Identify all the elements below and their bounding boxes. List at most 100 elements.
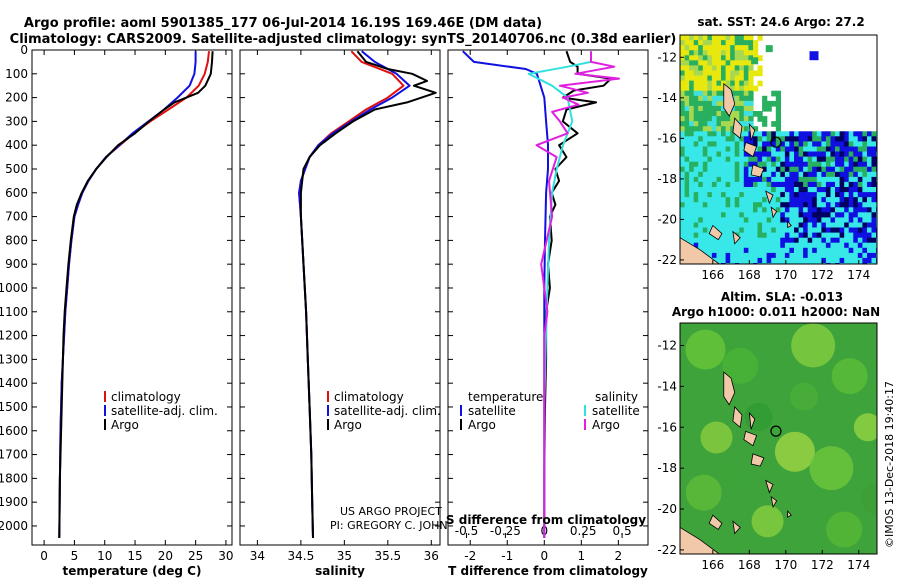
sst-cell: [698, 90, 704, 97]
sst-cell: [716, 60, 722, 66]
sst-cell: [812, 131, 818, 137]
sst-cell: [734, 212, 740, 218]
sst-cell: [762, 237, 768, 244]
sst-cell: [839, 247, 845, 254]
island: [765, 479, 774, 494]
sst-cell: [853, 192, 859, 198]
sst-cell: [807, 176, 813, 183]
sst-cell: [816, 156, 822, 163]
sst-cell: [730, 85, 736, 92]
sst-cell: [775, 202, 781, 208]
sst-cell: [743, 237, 749, 244]
sst-cell: [734, 65, 740, 72]
sst-cell: [734, 222, 740, 229]
sst-cell: [730, 227, 736, 234]
sst-cell: [689, 217, 695, 224]
sst-cell: [825, 207, 832, 213]
sst-cell: [711, 247, 718, 254]
sst-cell: [807, 192, 813, 198]
sst-cell: [857, 257, 863, 264]
sst-cell: [848, 136, 854, 142]
sst-cell: [730, 55, 736, 61]
sst-cell: [684, 192, 690, 198]
sst-cell: [721, 222, 727, 229]
sst-cell: [848, 242, 854, 249]
sst-cell: [757, 111, 763, 117]
sst-cell: [835, 151, 841, 158]
sst-cell: [794, 247, 800, 254]
sst-cell: [684, 35, 690, 41]
sst-cell: [871, 187, 877, 193]
sst-cell: [825, 146, 832, 153]
sst-cell: [693, 192, 699, 198]
sst-cell: [871, 207, 877, 213]
sst-cell: [803, 171, 809, 178]
sst-cell: [816, 192, 822, 198]
sst-cell: [798, 232, 804, 239]
sst-cell: [871, 232, 877, 239]
sst-cell: [839, 181, 845, 188]
sst-cell: [771, 187, 777, 193]
sst-cell: [857, 227, 863, 234]
sst-cell: [798, 247, 804, 254]
sst-cell: [707, 212, 713, 218]
sst-cell: [757, 197, 763, 203]
sst-cell: [739, 197, 745, 203]
sst-cell: [711, 70, 718, 77]
sst-cell: [716, 161, 722, 168]
sst-cell: [748, 247, 754, 254]
sst-cell: [748, 35, 754, 41]
sst-cell: [748, 192, 754, 198]
depth-tick-label: 0: [20, 43, 28, 57]
sst-cell: [725, 187, 731, 193]
sst-cell: [730, 187, 736, 193]
sst-cell: [743, 197, 749, 203]
map-y-tick-label: -14: [657, 379, 677, 393]
sst-cell: [739, 202, 745, 208]
sst-cell: [835, 252, 841, 259]
sst-cell: [871, 181, 877, 188]
sst-cell: [725, 156, 731, 163]
sst-cell: [775, 156, 781, 163]
sst-cell: [816, 161, 822, 168]
sst-cell: [757, 237, 763, 244]
legend-satellite-swatch: [104, 405, 106, 416]
sst-cell: [857, 237, 863, 244]
sst-cell: [798, 176, 804, 183]
sst-cell: [684, 75, 690, 82]
sst-cell: [757, 151, 763, 158]
sst-cell: [698, 65, 704, 72]
sst-cell: [698, 111, 704, 117]
sst-cell: [702, 146, 708, 153]
sst-cell: [707, 202, 713, 208]
sst-cell: [748, 176, 754, 183]
sst-cell: [825, 131, 832, 137]
sst-cell: [702, 141, 708, 148]
sst-cell: [766, 156, 772, 163]
sst-cell: [702, 116, 708, 122]
sst-cell: [739, 55, 745, 61]
sst-cell: [730, 90, 736, 97]
sst-cell: [702, 242, 708, 249]
sst-cell: [753, 181, 759, 188]
sst-cell: [680, 217, 686, 224]
sst-cell: [684, 156, 690, 163]
x-tick-label: 34.5: [288, 549, 315, 563]
sst-cell: [698, 187, 704, 193]
sst-cell: [707, 187, 713, 193]
sst-cell: [689, 181, 695, 188]
sst-cell: [702, 50, 708, 56]
sst-cell: [698, 212, 704, 218]
sst-cell: [734, 70, 740, 77]
sst-cell: [748, 65, 754, 72]
sst-cell: [707, 161, 713, 168]
sst-cell: [743, 35, 749, 41]
sst-cell: [830, 247, 836, 254]
sst-cell: [743, 151, 749, 158]
sst-cell: [775, 131, 781, 137]
sst-cell: [775, 242, 781, 249]
sst-cell: [730, 252, 736, 259]
sst-cell: [853, 187, 859, 193]
sst-cell: [734, 181, 740, 188]
sst-cell: [716, 100, 722, 107]
